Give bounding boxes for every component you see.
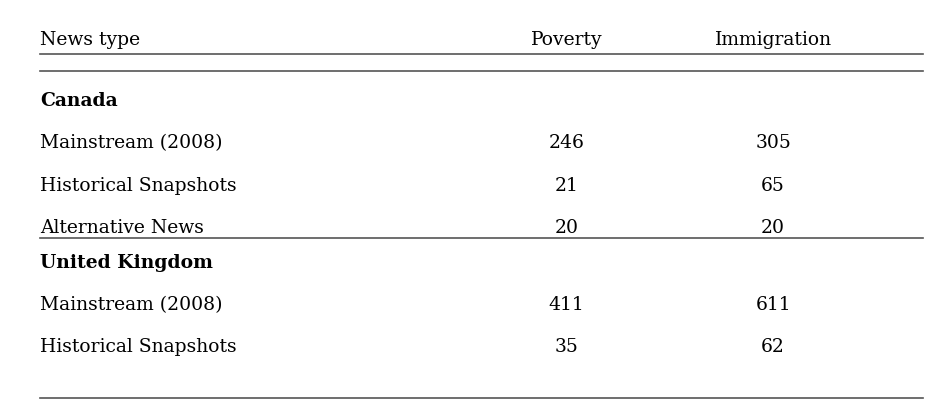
Text: 65: 65 — [760, 176, 784, 194]
Text: 305: 305 — [754, 134, 790, 152]
Text: Mainstream (2008): Mainstream (2008) — [41, 295, 223, 313]
Text: Historical Snapshots: Historical Snapshots — [41, 338, 237, 355]
Text: Canada: Canada — [41, 92, 118, 110]
Text: Immigration: Immigration — [714, 31, 831, 49]
Text: 611: 611 — [754, 295, 790, 313]
Text: 20: 20 — [554, 219, 578, 236]
Text: 62: 62 — [760, 338, 784, 355]
Text: Alternative News: Alternative News — [41, 219, 204, 236]
Text: Historical Snapshots: Historical Snapshots — [41, 176, 237, 194]
Text: 35: 35 — [554, 338, 578, 355]
Text: News type: News type — [41, 31, 141, 49]
Text: 246: 246 — [548, 134, 583, 152]
Text: Mainstream (2008): Mainstream (2008) — [41, 134, 223, 152]
Text: 20: 20 — [760, 219, 784, 236]
Text: United Kingdom: United Kingdom — [41, 253, 213, 271]
Text: 21: 21 — [554, 176, 578, 194]
Text: Poverty: Poverty — [531, 31, 601, 49]
Text: 411: 411 — [548, 295, 583, 313]
